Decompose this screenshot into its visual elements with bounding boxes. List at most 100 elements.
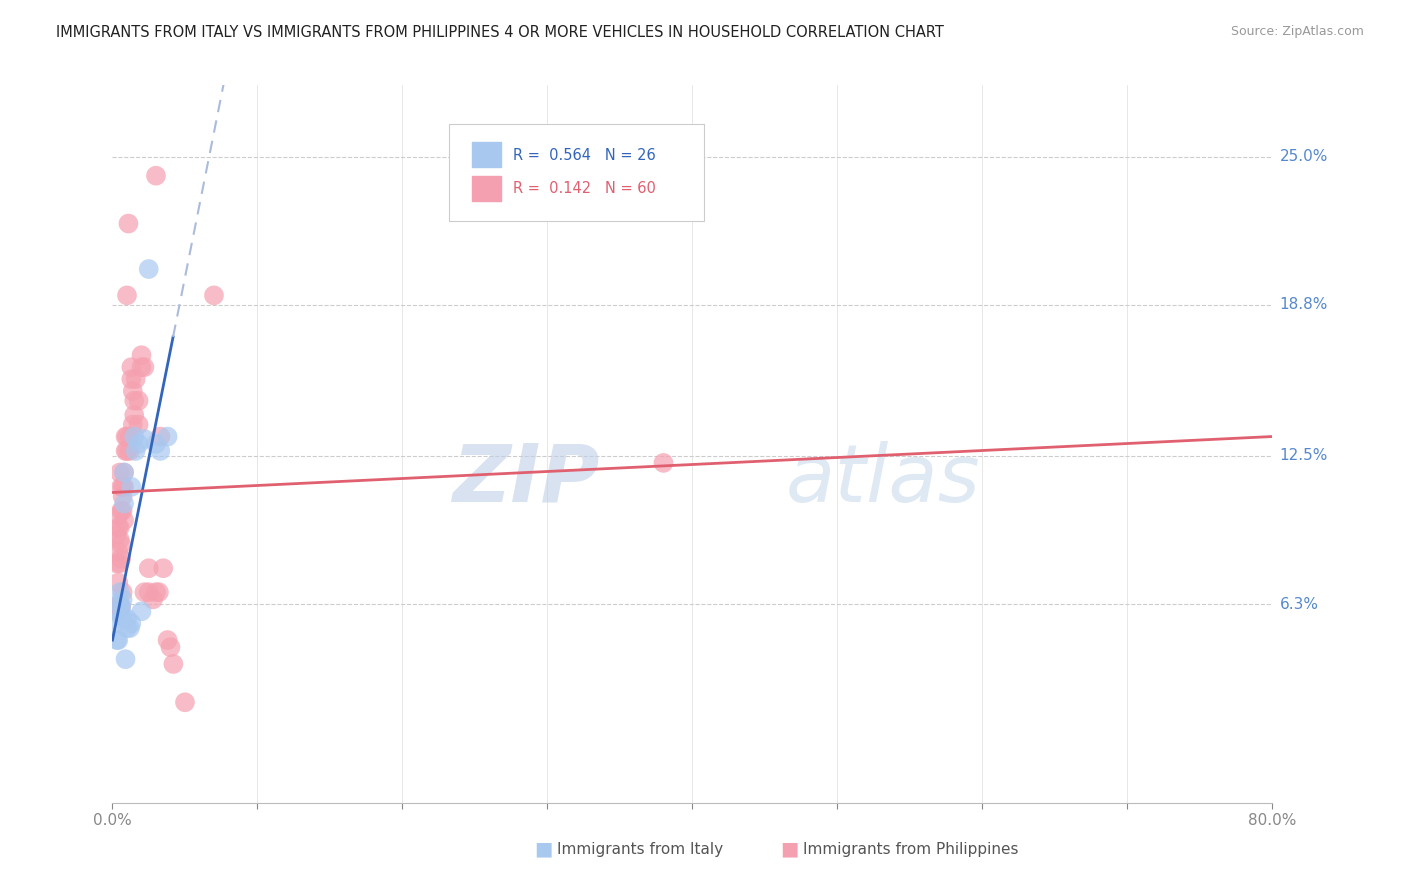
Point — [105, 604, 128, 618]
Text: 18.8%: 18.8% — [1279, 297, 1329, 312]
Point — [110, 480, 132, 494]
Point — [131, 348, 153, 362]
Point — [108, 597, 131, 611]
Point — [121, 417, 143, 432]
Point — [104, 616, 127, 631]
Point — [110, 551, 132, 566]
Point — [112, 480, 135, 494]
Point — [111, 490, 134, 504]
Point — [120, 480, 142, 494]
Point — [111, 609, 134, 624]
Text: Immigrants from Philippines: Immigrants from Philippines — [803, 842, 1018, 856]
Point — [138, 262, 160, 277]
Point — [156, 429, 179, 443]
Bar — [472, 142, 501, 168]
Point — [138, 585, 160, 599]
Point — [145, 585, 167, 599]
Point — [120, 372, 142, 386]
Bar — [472, 176, 501, 201]
Point — [120, 360, 142, 375]
FancyBboxPatch shape — [449, 124, 704, 221]
Point — [112, 497, 135, 511]
Point — [107, 633, 129, 648]
Point — [110, 599, 132, 614]
Point — [114, 429, 136, 443]
Point — [115, 429, 138, 443]
Point — [111, 585, 134, 599]
Point — [115, 611, 138, 625]
Point — [131, 360, 153, 375]
Point — [108, 533, 131, 547]
Point — [108, 557, 131, 571]
Point — [202, 288, 225, 302]
Point — [128, 417, 150, 432]
Point — [112, 513, 135, 527]
Text: atlas: atlas — [785, 441, 980, 518]
Point — [122, 429, 145, 443]
Text: ZIP: ZIP — [453, 441, 599, 518]
Text: 25.0%: 25.0% — [1279, 149, 1329, 164]
Point — [104, 599, 127, 614]
Point — [111, 592, 134, 607]
Point — [118, 621, 141, 635]
Point — [145, 436, 167, 450]
Point — [107, 575, 129, 590]
Text: ■: ■ — [780, 839, 799, 859]
Point — [115, 444, 138, 458]
Text: 6.3%: 6.3% — [1279, 597, 1319, 612]
Point — [107, 520, 129, 534]
Point — [114, 444, 136, 458]
Point — [114, 652, 136, 666]
Point — [118, 429, 141, 443]
Point — [110, 504, 132, 518]
Point — [152, 561, 174, 575]
Point — [105, 633, 128, 648]
Point — [105, 527, 128, 541]
Point — [124, 372, 148, 386]
Point — [149, 429, 172, 443]
Text: IMMIGRANTS FROM ITALY VS IMMIGRANTS FROM PHILIPPINES 4 OR MORE VEHICLES IN HOUSE: IMMIGRANTS FROM ITALY VS IMMIGRANTS FROM… — [56, 25, 943, 40]
Point — [105, 557, 128, 571]
Point — [115, 621, 138, 635]
Point — [149, 444, 172, 458]
Point — [110, 599, 132, 614]
Point — [162, 657, 184, 671]
Text: R =  0.564   N = 26: R = 0.564 N = 26 — [513, 147, 655, 162]
Point — [122, 408, 145, 422]
Text: 12.5%: 12.5% — [1279, 449, 1329, 463]
Point — [159, 640, 181, 655]
Point — [148, 585, 170, 599]
Point — [112, 466, 135, 480]
Text: Immigrants from Italy: Immigrants from Italy — [557, 842, 723, 856]
Point — [111, 480, 134, 494]
Point — [128, 436, 150, 450]
Point — [107, 544, 129, 558]
Point — [115, 288, 138, 302]
Point — [120, 616, 142, 631]
Point — [121, 384, 143, 398]
Point — [124, 444, 148, 458]
Point — [112, 466, 135, 480]
Point — [108, 599, 131, 614]
Point — [142, 592, 165, 607]
Point — [110, 537, 132, 551]
Point — [145, 169, 167, 183]
Point — [128, 393, 150, 408]
Point — [118, 444, 141, 458]
Point — [107, 508, 129, 523]
Point — [134, 432, 156, 446]
Text: Source: ZipAtlas.com: Source: ZipAtlas.com — [1230, 25, 1364, 38]
Point — [138, 561, 160, 575]
Point — [108, 466, 131, 480]
Point — [134, 585, 156, 599]
Point — [108, 520, 131, 534]
Point — [122, 393, 145, 408]
Point — [134, 360, 156, 375]
Point — [156, 633, 179, 648]
Point — [110, 609, 132, 624]
Point — [108, 585, 131, 599]
Point — [111, 504, 134, 518]
Text: ■: ■ — [534, 839, 553, 859]
Point — [131, 604, 153, 618]
Point — [652, 456, 675, 470]
